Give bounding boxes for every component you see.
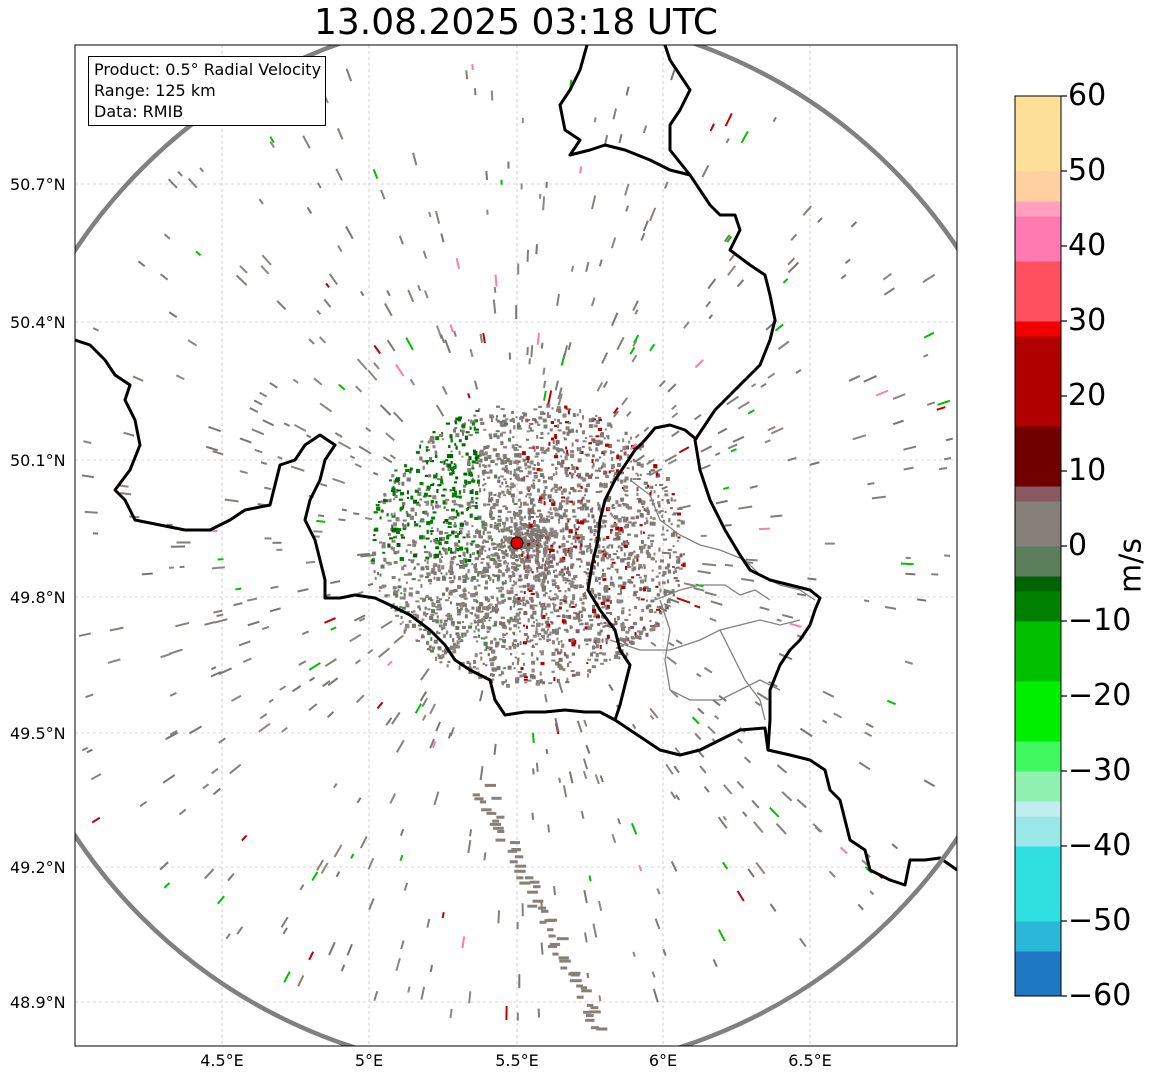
colorbar-tick-label: 40: [1068, 228, 1107, 263]
colorbar-tick-label: −30: [1068, 753, 1132, 788]
colorbar-tick-label: −10: [1068, 603, 1132, 638]
map-frame: [74, 44, 958, 1047]
colorbar-unit-label: m/s: [1113, 538, 1149, 593]
colorbar-tick-label: 30: [1068, 303, 1107, 338]
lon-tick-label: 6°E: [648, 1051, 678, 1070]
lat-tick-label: 49.8°N: [10, 588, 66, 607]
lat-tick-label: 49.2°N: [10, 858, 66, 877]
colorbar-tick-label: 20: [1068, 378, 1107, 413]
colorbar-tick-label: −40: [1068, 828, 1132, 863]
lon-tick-label: 5.5°E: [495, 1051, 539, 1070]
lon-tick-label: 5°E: [354, 1051, 384, 1070]
colorbar-tick-label: −20: [1068, 678, 1132, 713]
admin-borders: [609, 479, 816, 721]
radar-site-marker: [510, 536, 524, 550]
colorbar-tick-label: 50: [1068, 153, 1107, 188]
colorbar-tick-label: −50: [1068, 903, 1132, 938]
range-label: Range: 125 km: [94, 81, 216, 100]
lon-tick-label: 4.5°E: [200, 1051, 244, 1070]
product-info-box: Product: 0.5° Radial Velocity Range: 125…: [88, 56, 327, 126]
colorbar-tick-label: 10: [1068, 453, 1107, 488]
lat-tick-label: 50.4°N: [10, 313, 66, 332]
lat-tick-label: 48.9°N: [10, 993, 66, 1012]
lon-tick-label: 6.5°E: [788, 1051, 832, 1070]
product-label: Product: 0.5° Radial Velocity: [94, 60, 322, 79]
data-source-label: Data: RMIB: [94, 102, 184, 121]
country-borders: [75, 45, 957, 887]
colorbar-tick-label: 60: [1068, 78, 1107, 113]
lat-tick-label: 49.5°N: [10, 724, 66, 743]
colorbar-tick-label: −60: [1068, 978, 1132, 1013]
radar-echoes: [78, 64, 954, 1031]
lat-tick-label: 50.1°N: [10, 451, 66, 470]
colorbar-tick-label: 0: [1068, 528, 1088, 563]
map-title: 13.08.2025 03:18 UTC: [313, 2, 719, 43]
lat-tick-label: 50.7°N: [10, 175, 66, 194]
